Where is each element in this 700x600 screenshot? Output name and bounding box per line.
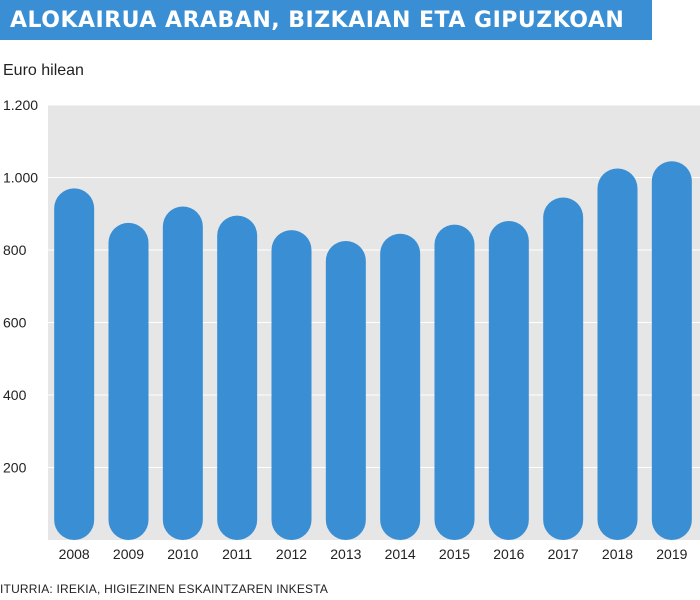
bar-2010 — [162, 206, 203, 540]
bar-2015 — [434, 224, 475, 540]
x-tick-label: 2010 — [167, 546, 198, 562]
x-tick-label: 2009 — [113, 546, 144, 562]
bar-2019 — [651, 161, 692, 540]
x-tick-label: 2012 — [276, 546, 307, 562]
title-bar: ALOKAIRUA ARABAN, BIZKAIAN ETA GIPUZKOAN — [0, 0, 652, 40]
x-tick-label: 2019 — [656, 546, 687, 562]
x-tick-label: 2014 — [385, 546, 416, 562]
y-tick-label: 1.000 — [3, 170, 38, 186]
bar-2016 — [488, 221, 529, 540]
bar-2011 — [217, 215, 258, 540]
x-tick-label: 2016 — [493, 546, 524, 562]
bar-2013 — [325, 240, 366, 540]
bar-chart: 200 400 600 800 1.000 1.200 2008 2009 2010 2011 20… — [3, 97, 700, 562]
bar-2008 — [54, 188, 95, 540]
y-tick-label: 600 — [3, 315, 27, 331]
y-tick-label: 800 — [3, 242, 27, 258]
x-tick-label: 2008 — [59, 546, 90, 562]
x-tick-label: 2013 — [330, 546, 361, 562]
chart-title: ALOKAIRUA ARABAN, BIZKAIAN ETA GIPUZKOAN — [10, 7, 625, 33]
x-tick-label: 2018 — [602, 546, 633, 562]
bar-2018 — [597, 168, 638, 540]
bar-2017 — [543, 197, 584, 540]
source-footer: ITURRIA: IREKIA, HIGIEZINEN ESKAINTZAREN… — [0, 582, 329, 596]
x-tick-label: 2015 — [439, 546, 470, 562]
y-tick-label: 200 — [3, 460, 27, 476]
y-tick-label: 1.200 — [3, 97, 38, 113]
bar-2014 — [380, 233, 421, 540]
bar-2009 — [108, 222, 149, 540]
x-tick-label: 2011 — [222, 546, 252, 562]
x-tick-label: 2017 — [548, 546, 579, 562]
y-axis-label: Euro hilean — [3, 62, 84, 79]
y-tick-label: 400 — [3, 387, 27, 403]
bar-2012 — [271, 230, 312, 540]
